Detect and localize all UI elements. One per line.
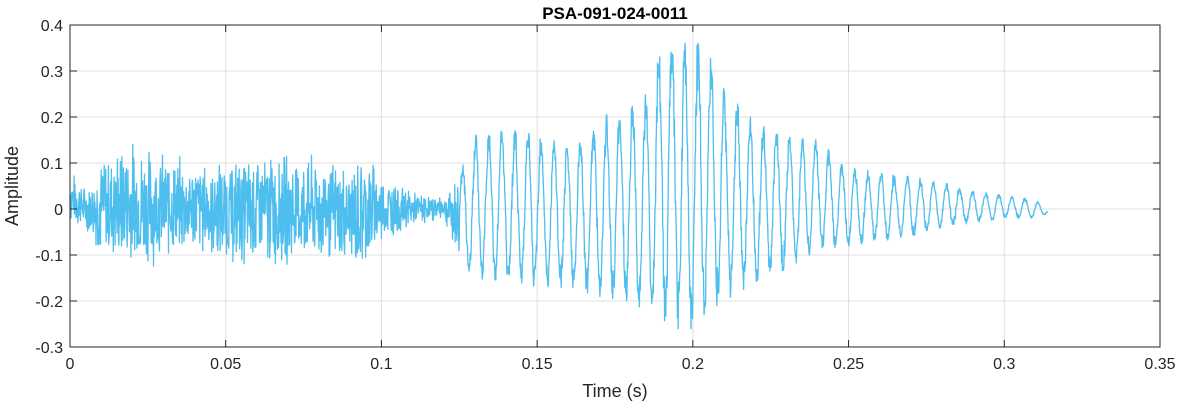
y-tick-label: -0.3 xyxy=(35,340,63,357)
plot-area xyxy=(70,25,1160,347)
x-tick-label: 0.25 xyxy=(833,356,864,373)
x-tick-label: 0.1 xyxy=(370,356,392,373)
x-tick-label: 0 xyxy=(66,356,75,373)
x-tick-label: 0.3 xyxy=(993,356,1015,373)
x-tick-label: 0.05 xyxy=(210,356,241,373)
signal-trace xyxy=(69,42,1049,330)
y-tick-label: 0.3 xyxy=(41,64,63,81)
y-tick-label: 0.2 xyxy=(41,110,63,127)
chart-title: PSA-091-024-0011 xyxy=(542,4,688,23)
y-tick-label: -0.2 xyxy=(35,294,63,311)
x-tick-label: 0.2 xyxy=(682,356,704,373)
y-axis-label: Amplitude xyxy=(2,146,22,226)
axis-ticks: 0 0.05 0.1 0.15 0.2 0.25 0.3 0.35 -0.3 -0.2 -0.1 0 0… xyxy=(35,18,1175,373)
y-tick-label: 0.4 xyxy=(41,18,63,35)
y-tick-label: 0 xyxy=(54,202,63,219)
y-tick-label: 0.1 xyxy=(41,156,63,173)
x-tick-label: 0.35 xyxy=(1144,356,1175,373)
plot-border xyxy=(69,24,1161,348)
x-axis-label: Time (s) xyxy=(582,381,647,401)
y-tick-label: -0.1 xyxy=(35,248,63,265)
x-tick-label: 0.15 xyxy=(522,356,553,373)
